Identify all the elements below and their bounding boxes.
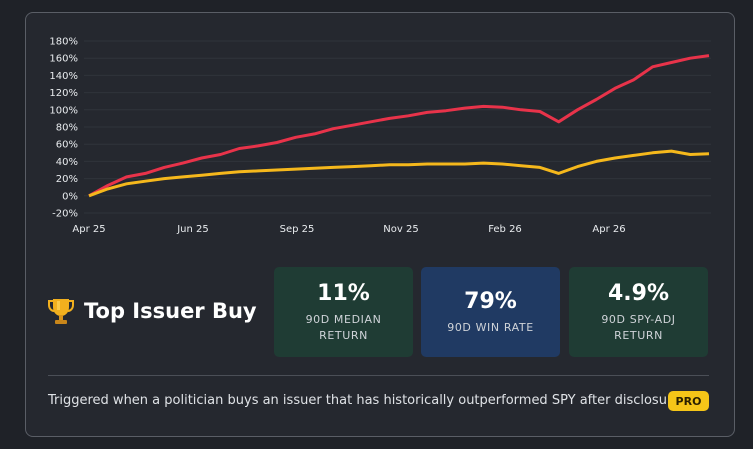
stat-label: 90D MEDIAN [305,312,382,326]
stat-label: RETURN [319,328,368,342]
y-tick-label: -20% [52,209,78,220]
stat-value: 4.9% [607,280,669,306]
y-tick-label: 80% [56,123,78,134]
y-tick-label: 160% [49,54,78,65]
strategy-description: Triggered when a politician buys an issu… [48,393,681,408]
stat-label: 90D WIN RATE [447,320,534,334]
y-tick-label: 20% [56,174,78,185]
x-tick-label: Apr 26 [592,224,625,235]
stat-value: 11% [317,280,370,306]
divider [48,375,709,376]
y-tick-label: 120% [49,88,78,99]
performance-chart: -20% 0% 20% 40% 60% 80% 100% 120% 140% 160% 180% Ap… [49,37,711,235]
y-tick-label: 140% [49,71,78,82]
y-tick-label: 0% [62,191,78,202]
stat-win-rate: 79% 90D WIN RATE [421,267,560,357]
y-tick-label: 40% [56,157,78,168]
strategy-card [25,12,735,437]
x-tick-label: Sep 25 [280,224,315,235]
stat-label: RETURN [614,328,663,342]
stat-median-return: 11% 90D MEDIAN RETURN [274,267,413,357]
strategy-title-row: Top Issuer Buy [48,296,257,326]
series-line-yellow [88,149,710,198]
x-tick-label: Apr 25 [72,224,105,235]
y-tick-label: 180% [49,37,78,48]
x-tick-label: Feb 26 [488,224,522,235]
stat-spy-adj-return: 4.9% 90D SPY-ADJ RETURN [569,267,708,357]
x-tick-label: Jun 25 [176,224,209,235]
y-tick-label: 100% [49,105,78,116]
stat-label: 90D SPY-ADJ [601,312,676,326]
stat-value: 79% [464,288,517,314]
pro-badge: PRO [668,391,709,411]
series-line-red [88,54,710,198]
strategy-title: Top Issuer Buy [84,299,257,323]
y-tick-label: 60% [56,140,78,151]
x-tick-label: Nov 25 [383,224,418,235]
trophy-icon [48,299,74,324]
